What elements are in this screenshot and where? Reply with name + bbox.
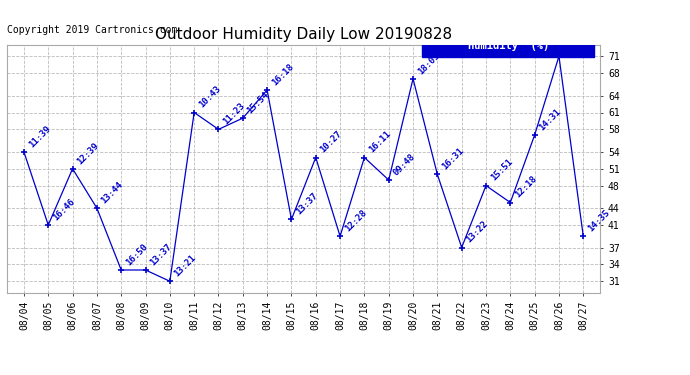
Text: 13:37: 13:37 bbox=[148, 242, 174, 267]
Text: 16:31: 16:31 bbox=[440, 146, 466, 172]
Bar bbox=[422, 35, 594, 57]
Text: 13:22: 13:22 bbox=[464, 219, 490, 245]
Text: 11:23: 11:23 bbox=[221, 101, 246, 127]
Text: 13:44: 13:44 bbox=[99, 180, 125, 206]
Text: 10:27: 10:27 bbox=[319, 129, 344, 155]
Text: 12:28: 12:28 bbox=[343, 208, 368, 234]
Text: 11:39: 11:39 bbox=[27, 124, 52, 149]
Text: 14:31: 14:31 bbox=[538, 107, 563, 132]
Text: 12:39: 12:39 bbox=[75, 141, 101, 166]
Title: Outdoor Humidity Daily Low 20190828: Outdoor Humidity Daily Low 20190828 bbox=[155, 27, 452, 42]
Text: 09:48: 09:48 bbox=[391, 152, 417, 177]
Text: 15:54: 15:54 bbox=[246, 90, 271, 116]
Text: 16:18: 16:18 bbox=[270, 62, 295, 87]
Text: 16:50: 16:50 bbox=[124, 242, 149, 267]
Text: Humidity  (%): Humidity (%) bbox=[468, 41, 549, 51]
Text: 13:37: 13:37 bbox=[294, 191, 319, 217]
Text: 15:51: 15:51 bbox=[489, 158, 514, 183]
Text: 10:43: 10:43 bbox=[197, 84, 222, 110]
Text: 14:35: 14:35 bbox=[586, 208, 611, 234]
Text: Copyright 2019 Cartronics.com: Copyright 2019 Cartronics.com bbox=[7, 25, 177, 35]
Text: 16:46: 16:46 bbox=[51, 197, 77, 222]
Text: 12:18: 12:18 bbox=[513, 174, 538, 200]
Text: 16:11: 16:11 bbox=[367, 129, 393, 155]
Text: 13:21: 13:21 bbox=[172, 253, 198, 279]
Text: 18:05: 18:05 bbox=[416, 51, 441, 76]
